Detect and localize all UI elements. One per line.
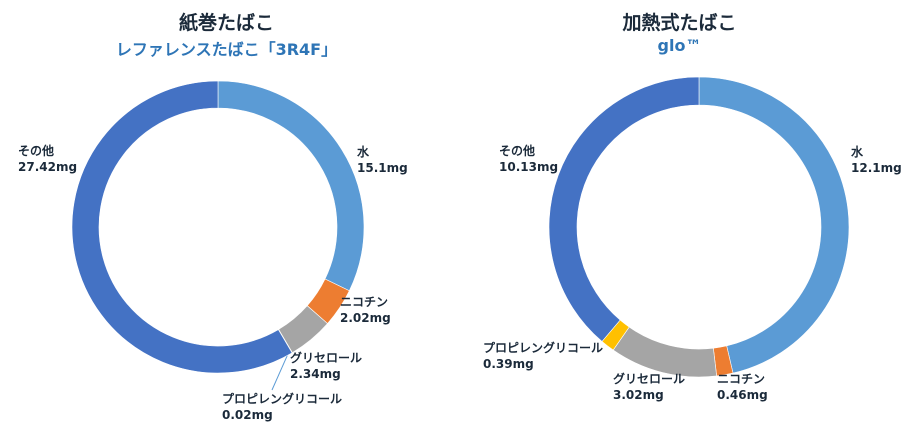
donut-slice-water: [217, 80, 365, 292]
slice-label-nicotine: ニコチン 0.46mg: [717, 372, 768, 402]
slice-label-value: 15.1mg: [357, 161, 408, 175]
slice-label-name: ニコチン: [717, 372, 765, 386]
slice-label-value: 0.02mg: [222, 408, 273, 422]
slice-label-value: 12.1mg: [851, 161, 902, 175]
slice-label-other: その他 27.42mg: [18, 143, 77, 174]
slice-label-propylene-glycol: プロピレングリコール 0.39mg: [483, 340, 603, 371]
slice-label-glycerol: グリセロール 2.34mg: [290, 350, 362, 381]
slice-label-value: 2.34mg: [290, 367, 341, 381]
slice-label-name: その他: [499, 143, 535, 158]
slice-label-name: プロピレングリコール: [483, 340, 603, 355]
chart-subtitle: レファレンスたばこ「3R4F」: [115, 40, 338, 59]
slice-label-name: その他: [18, 143, 54, 158]
donut-slice-other: [71, 80, 293, 374]
chart-subtitle: glo™: [657, 36, 702, 55]
slice-label-name: 水: [357, 144, 370, 159]
slice-label-value: 0.46mg: [717, 388, 768, 402]
slice-label-other: その他 10.13mg: [499, 143, 558, 174]
slice-label-water: 水 15.1mg: [357, 144, 408, 175]
donut-chart-cigarette: 水 15.1mg ニコチン 2.02mg グリセロール 2.34mg プロピレングリコール 0…: [18, 80, 408, 422]
chart-panel-heated: 加熱式たばこ glo™ 水 12.1mg ニコチン 0.46mg グリセロール 3.02m…: [453, 0, 906, 430]
donut-slice-other: [548, 76, 700, 342]
slice-label-name: グリセロール: [613, 371, 685, 386]
slice-label-glycerol: グリセロール 3.02mg: [613, 371, 685, 402]
slice-label-propylene-glycol: プロピレングリコール 0.02mg: [222, 391, 342, 422]
donut-slice-glycerol: [612, 326, 717, 378]
slice-label-name: ニコチン: [340, 295, 388, 309]
slice-label-nicotine: ニコチン 2.02mg: [340, 295, 391, 325]
slice-label-value: 10.13mg: [499, 160, 558, 174]
slice-label-value: 27.42mg: [18, 160, 77, 174]
slice-label-value: 2.02mg: [340, 311, 391, 325]
chart-title: 加熱式たばこ: [622, 12, 737, 34]
slice-label-name: プロピレングリコール: [222, 391, 342, 406]
slice-label-name: グリセロール: [290, 350, 362, 365]
donut-slice-water: [698, 76, 850, 374]
leader-line: [271, 349, 291, 391]
slice-label-value: 0.39mg: [483, 357, 534, 371]
donut-chart-heated: 水 12.1mg ニコチン 0.46mg グリセロール 3.02mg プロピレングリコール 0…: [483, 76, 902, 402]
slice-label-water: 水 12.1mg: [851, 144, 902, 175]
slice-label-value: 3.02mg: [613, 388, 664, 402]
chart-title: 紙巻たばこ: [178, 12, 274, 34]
slice-label-name: 水: [851, 144, 864, 159]
chart-panel-cigarette: 紙巻たばこ レファレンスたばこ「3R4F」 水 15.1mg ニコチン 2.02mg グ…: [18, 12, 408, 422]
